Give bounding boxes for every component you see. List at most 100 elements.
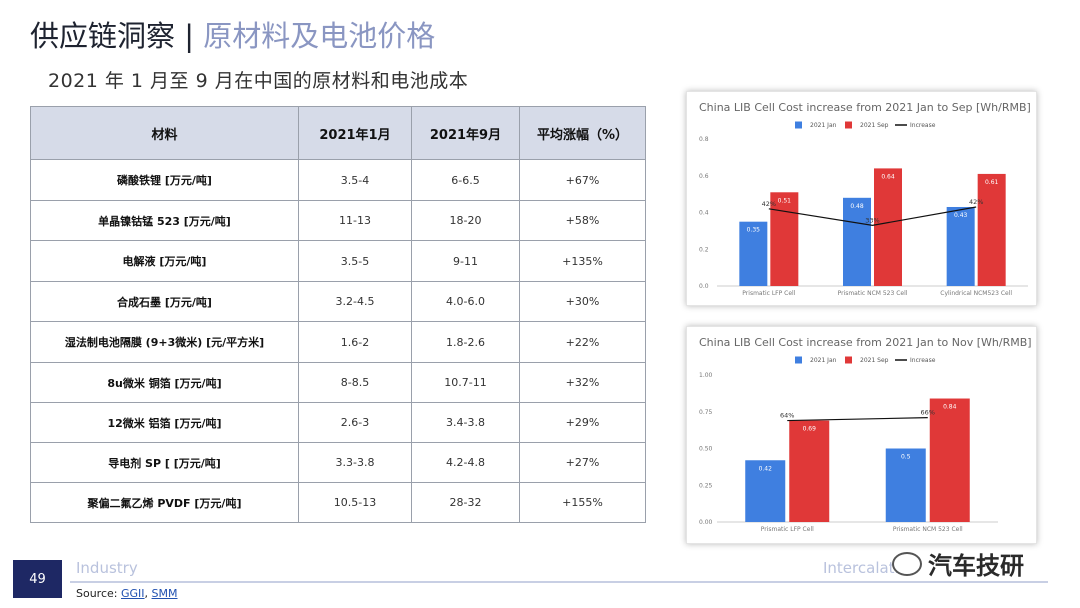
table-row: 合成石墨 [万元/吨] 3.2-4.5 4.0-6.0 +30% xyxy=(30,281,646,322)
y-tick-label: 0.50 xyxy=(699,446,713,453)
x-tick-label: Cylindrical NCM523 Cell xyxy=(940,290,1012,297)
source-link-smm[interactable]: SMM xyxy=(151,587,178,600)
price-rise: +58% xyxy=(519,200,646,241)
chart-jan-nov: China LIB Cell Cost increase from 2021 J… xyxy=(699,336,1032,533)
chart-card-jan-sep: China LIB Cell Cost increase from 2021 J… xyxy=(686,91,1037,306)
bar xyxy=(843,197,871,286)
y-tick-label: 0.2 xyxy=(699,246,709,253)
legend-swatch xyxy=(795,356,802,364)
increase-line xyxy=(768,206,977,226)
table-row: 湿法制电池隔膜 (9+3微米) [元/平方米] 1.6-2 1.8-2.6 +2… xyxy=(30,321,646,363)
table-row: 8u微米 铜箔 [万元/吨] 8-8.5 10.7-11 +32% xyxy=(30,362,646,403)
bar xyxy=(874,168,902,286)
price-rise: +29% xyxy=(519,402,646,443)
legend-label: 2021 Jan xyxy=(810,122,837,129)
material-name: 12微米 铝箔 [万元/吨] xyxy=(30,402,299,443)
y-tick-label: 0.75 xyxy=(699,409,713,416)
page-title: 供应链洞察 | 原材料及电池价格 xyxy=(30,18,435,54)
sep-price: 9-11 xyxy=(411,240,520,282)
sep-price: 1.8-2.6 xyxy=(411,321,520,363)
source-label: Source: xyxy=(76,587,118,600)
page-number: 49 xyxy=(13,560,62,598)
chart-title: China LIB Cell Cost increase from 2021 J… xyxy=(699,336,1032,349)
material-name: 电解液 [万元/吨] xyxy=(30,240,299,282)
bar xyxy=(929,398,970,522)
legend-swatch xyxy=(795,121,802,129)
material-name: 导电剂 SP [ [万元/吨] xyxy=(30,442,299,483)
material-name: 湿法制电池隔膜 (9+3微米) [元/平方米] xyxy=(30,321,299,363)
y-tick-label: 0.4 xyxy=(699,210,709,217)
legend-label: 2021 Sep xyxy=(860,122,889,129)
bar-value-label: 0.84 xyxy=(943,404,957,411)
table-row: 单晶镍钴锰 523 [万元/吨] 11-13 18-20 +58% xyxy=(30,200,646,241)
increase-label: 64% xyxy=(780,412,794,420)
material-name: 磷酸铁锂 [万元/吨] xyxy=(30,159,299,201)
legend-label: 2021 Jan xyxy=(810,357,837,364)
jan-price: 3.5-4 xyxy=(298,159,412,201)
source-line: Source: GGII, SMM xyxy=(76,587,178,600)
chart-title: China LIB Cell Cost increase from 2021 J… xyxy=(699,101,1031,114)
material-name: 单晶镍钴锰 523 [万元/吨] xyxy=(30,200,299,241)
table-row: 导电剂 SP [ [万元/吨] 3.3-3.8 4.2-4.8 +27% xyxy=(30,442,646,483)
legend-label: Increase xyxy=(910,357,936,364)
y-tick-label: 0.00 xyxy=(699,519,713,526)
legend-swatch xyxy=(845,356,852,364)
sep-price: 4.0-6.0 xyxy=(411,281,520,322)
material-name: 合成石墨 [万元/吨] xyxy=(30,281,299,322)
price-rise: +22% xyxy=(519,321,646,363)
jan-price: 2.6-3 xyxy=(298,402,412,443)
x-tick-label: Prismatic NCM 523 Cell xyxy=(893,526,963,533)
increase-line xyxy=(787,417,928,422)
price-rise: +67% xyxy=(519,159,646,201)
bar xyxy=(770,192,799,286)
price-rise: +32% xyxy=(519,362,646,403)
bar-value-label: 0.42 xyxy=(759,465,773,472)
chart-card-jan-nov: China LIB Cell Cost increase from 2021 J… xyxy=(686,326,1037,544)
legend-swatch xyxy=(845,121,852,129)
jan-price: 11-13 xyxy=(298,200,412,241)
table-row: 12微米 铝箔 [万元/吨] 2.6-3 3.4-3.8 +29% xyxy=(30,402,646,443)
source-link-ggii[interactable]: GGII xyxy=(121,587,145,600)
bar-value-label: 0.43 xyxy=(954,212,968,219)
bar-value-label: 0.51 xyxy=(778,197,792,204)
table-header-row: 材料 2021年1月 2021年9月 平均涨幅（%） xyxy=(30,106,646,160)
source-separator: , xyxy=(144,587,149,600)
bar xyxy=(789,420,830,522)
header-sep: 2021年9月 xyxy=(411,106,520,160)
bar xyxy=(946,206,975,286)
y-tick-label: 0.25 xyxy=(699,482,713,489)
sep-price: 10.7-11 xyxy=(411,362,520,403)
sep-price: 3.4-3.8 xyxy=(411,402,520,443)
watermark-text: 汽车技研 xyxy=(928,552,1024,580)
table-row: 磷酸铁锂 [万元/吨] 3.5-4 6-6.5 +67% xyxy=(30,159,646,201)
y-tick-label: 0.0 xyxy=(699,283,709,290)
increase-label: 42% xyxy=(762,200,776,208)
bar xyxy=(885,448,926,522)
jan-price: 3.2-4.5 xyxy=(298,281,412,322)
price-rise: +30% xyxy=(519,281,646,322)
header-material: 材料 xyxy=(30,106,299,160)
price-rise: +135% xyxy=(519,240,646,282)
increase-label: 42% xyxy=(969,198,983,206)
legend-label: Increase xyxy=(910,122,936,129)
bar-value-label: 0.64 xyxy=(881,173,895,180)
title-main: 供应链洞察 xyxy=(30,19,176,53)
y-tick-label: 1.00 xyxy=(699,372,713,379)
materials-table: 材料 2021年1月 2021年9月 平均涨幅（%） 磷酸铁锂 [万元/吨] 3… xyxy=(30,106,646,523)
y-tick-label: 0.6 xyxy=(699,173,709,180)
bar-value-label: 0.69 xyxy=(803,426,817,433)
title-sub: 原材料及电池价格 xyxy=(203,19,436,53)
header-jan: 2021年1月 xyxy=(298,106,412,160)
x-tick-label: Prismatic LFP Cell xyxy=(761,526,814,533)
jan-price: 3.5-5 xyxy=(298,240,412,282)
legend-label: 2021 Sep xyxy=(860,357,889,364)
footer-divider xyxy=(70,581,1048,583)
jan-price: 10.5-13 xyxy=(298,482,412,523)
material-name: 聚偏二氟乙烯 PVDF [万元/吨] xyxy=(30,482,299,523)
page-subtitle: 2021 年 1 月至 9 月在中国的原材料和电池成本 xyxy=(48,70,469,92)
y-tick-label: 0.8 xyxy=(699,136,709,143)
sep-price: 6-6.5 xyxy=(411,159,520,201)
material-name: 8u微米 铜箔 [万元/吨] xyxy=(30,362,299,403)
bar xyxy=(739,221,768,286)
